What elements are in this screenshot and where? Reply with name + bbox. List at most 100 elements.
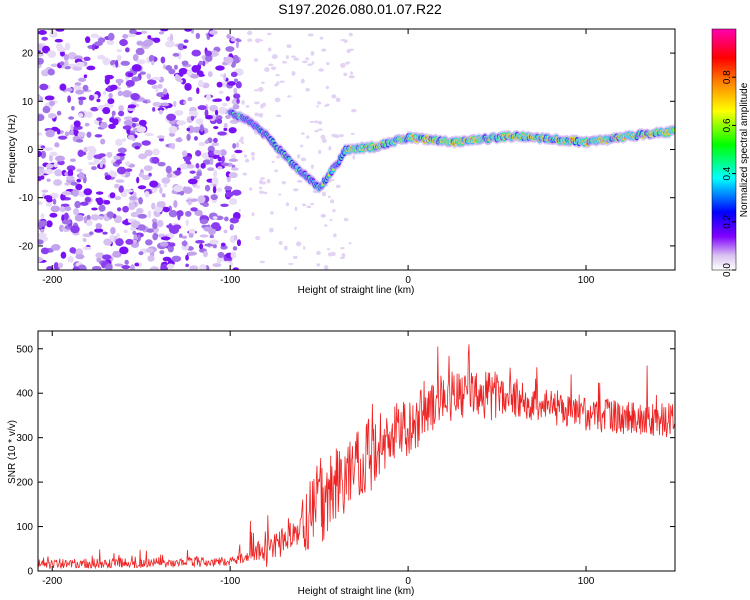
spectrogram-noise-blob [327,252,333,257]
spectrogram-noise-blob [316,250,321,256]
spectrogram-noise-blob [279,80,285,83]
spectrogram-noise-blob [143,39,154,47]
spectrogram-noise-blob [168,242,176,247]
spectrogram-noise-blob [85,219,93,227]
spectrogram-noise-blob [110,227,116,235]
spectrogram-noise-blob [201,152,209,159]
spectrogram-noise-blob [168,210,178,218]
spectrogram-noise-blob [268,63,274,66]
spectrogram-noise-blob [141,140,151,146]
spectrogram-noise-blob [70,124,74,132]
spectrogram-noise-blob [233,234,238,241]
spectrogram-noise-blob [40,213,45,219]
spectrogram-noise-blob [236,239,242,247]
spectrogram-noise-blob [232,104,240,110]
spectrogram-noise-blob [323,265,329,270]
spectrogram-noise-blob [151,202,156,210]
spectrogram-noise-blob [106,211,114,218]
spectrogram-noise-blob [213,170,218,178]
spectrogram-noise-blob [182,235,187,239]
spectrogram-noise-blob [54,169,63,177]
spectrogram-noise-blob [116,49,122,53]
spectrogram-noise-blob [59,83,67,91]
spectrogram-noise-blob [54,142,60,148]
spectrogram-noise-blob [212,216,218,220]
spectrogram-noise-blob [51,244,61,251]
spectrogram-noise-blob [136,40,144,46]
spectrogram-ytick-label: 0 [27,145,33,156]
spectrogram-noise-blob [202,250,208,258]
spectrogram-noise-blob [121,138,127,142]
spectrogram-noise-blob [306,135,310,139]
spectrogram-noise-blob [64,131,70,137]
spectrogram-noise-blob [345,61,351,64]
spectrogram-noise-blob [183,100,187,105]
spectrogram-noise-blob [204,109,209,117]
spectrogram-noise-blob [326,248,331,251]
snr-xtick-label: 0 [405,576,411,587]
spectrogram-noise-blob [225,96,231,102]
spectrogram-noise-blob [214,109,219,116]
spectrogram-noise-blob [95,197,100,202]
spectrogram-noise-blob [199,264,207,270]
spectrogram-noise-blob [241,100,245,105]
spectrogram-noise-blob [316,105,319,108]
spectrogram-noise-blob [185,254,189,261]
colorbar-tick-label: 0.6 [722,118,733,132]
spectrogram-noise-blob [148,54,155,63]
spectrogram-noise-blob [91,166,97,171]
spectrogram-noise-blob [310,51,315,56]
spectrogram-noise-blob [83,146,88,153]
spectrogram-noise-blob [74,82,82,86]
spectrogram-noise-blob [131,76,140,82]
spectrogram-noise-blob [146,79,157,85]
spectrogram-noise-blob [339,133,344,138]
spectrogram-noise-blob [188,233,194,238]
spectrogram-noise-blob [159,250,165,255]
spectrogram-noise-blob [114,196,122,201]
spectrogram-noise-blob [172,224,182,230]
snr-ytick-label: 500 [16,344,33,355]
spectrogram-noise-blob [293,57,300,61]
spectrogram-noise-blob [156,135,165,139]
spectrogram-noise-blob [177,43,185,51]
spectrogram-noise-blob [306,205,312,209]
spectrogram-noise-blob [61,219,72,225]
spectrogram-noise-blob [38,239,44,245]
spectrogram-noise-blob [253,89,259,92]
snr-ytick-label: 0 [27,567,33,578]
spectrogram-noise-blob [94,134,103,138]
spectrogram-noise-blob [343,218,349,222]
spectrogram-noise-blob [296,241,302,247]
spectrogram-xtick-label: 0 [405,275,411,286]
spectrogram-noise-blob [134,262,140,267]
spectrogram-noise-blob [195,185,201,189]
spectrogram-noise-blob [244,158,250,163]
spectrogram-noise-blob [100,138,106,145]
spectrogram-noise-blob [258,112,264,118]
spectrogram-xtick-label: -200 [42,275,62,286]
spectrogram-noise-blob [200,162,206,169]
spectrogram-noise-blob [50,63,59,68]
spectrogram-noise-blob [125,168,133,172]
spectrogram-noise-blob [287,95,292,98]
spectrogram-noise-blob [64,206,72,212]
spectrogram-noise-blob [58,262,64,269]
spectrogram-noise-blob [162,88,168,95]
spectrogram-noise-blob [118,110,125,117]
spectrogram-noise-blob [158,137,165,142]
spectrogram-noise-blob [40,175,45,180]
spectrogram-noise-blob [226,33,231,39]
spectrogram-noise-blob [293,255,298,260]
spectrogram-noise-blob [189,170,196,174]
spectrogram-noise-blob [314,120,319,124]
spectrogram-noise-blob [181,150,188,157]
spectrogram-noise-blob [218,106,227,115]
spectrogram-noise-blob [203,226,212,232]
spectrogram-noise-blob [138,251,144,256]
spectrogram-noise-blob [125,238,134,245]
spectrogram-noise-blob [107,32,115,41]
spectrogram-noise-blob [127,72,134,77]
spectrogram-noise-blob [129,195,137,201]
spectrogram-noise-blob [136,207,144,214]
